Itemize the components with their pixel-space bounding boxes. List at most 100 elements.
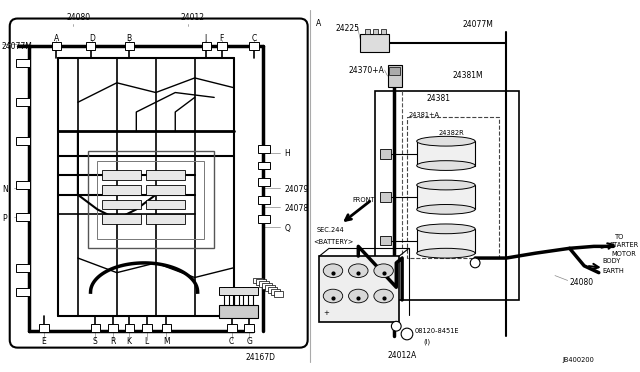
Text: S: S (93, 337, 97, 346)
Bar (417, 229, 475, 253)
Bar (258, 145, 269, 153)
Ellipse shape (417, 180, 475, 190)
Bar (407, 117, 499, 258)
Bar (15, 60, 30, 67)
Text: M: M (164, 337, 170, 346)
Bar (262, 283, 271, 289)
Text: P: P (2, 214, 6, 223)
Text: 24080: 24080 (570, 278, 594, 286)
Bar (365, 29, 370, 34)
Bar (380, 149, 392, 159)
Bar (102, 170, 141, 180)
Bar (15, 288, 30, 296)
Bar (253, 278, 263, 283)
Circle shape (392, 321, 401, 331)
Bar (219, 305, 258, 318)
Text: R: R (110, 337, 115, 346)
Text: +: + (323, 311, 329, 317)
Bar (15, 98, 30, 106)
Bar (90, 324, 100, 332)
Bar (390, 67, 400, 75)
Text: 24077M: 24077M (463, 19, 493, 29)
Bar (146, 214, 185, 224)
Bar (146, 185, 185, 195)
Bar (202, 42, 211, 50)
Ellipse shape (417, 137, 475, 146)
Text: J: J (204, 34, 207, 43)
Bar (102, 214, 141, 224)
Bar (249, 42, 259, 50)
Bar (88, 151, 214, 248)
Text: JB400200: JB400200 (562, 357, 594, 363)
Ellipse shape (323, 289, 343, 303)
Bar (258, 196, 269, 203)
Text: N: N (2, 185, 8, 194)
Text: B: B (403, 330, 406, 334)
Bar (102, 185, 141, 195)
Ellipse shape (349, 264, 368, 278)
Bar (102, 200, 141, 209)
Bar (417, 141, 475, 166)
Bar (86, 42, 95, 50)
Text: H: H (284, 149, 290, 158)
Circle shape (401, 328, 413, 340)
Ellipse shape (417, 205, 475, 214)
Bar (380, 192, 392, 202)
Bar (217, 42, 227, 50)
Bar (271, 289, 280, 295)
Bar (375, 91, 519, 300)
Ellipse shape (323, 264, 343, 278)
Bar (52, 42, 61, 50)
Text: TO: TO (615, 234, 625, 240)
Text: 08120-8451E: 08120-8451E (415, 328, 460, 334)
Bar (146, 170, 185, 180)
Text: F: F (219, 34, 223, 43)
Text: D: D (90, 34, 95, 43)
Text: 24382R: 24382R (438, 129, 464, 135)
Text: C: C (251, 34, 257, 43)
Bar (108, 324, 118, 332)
Bar (125, 42, 134, 50)
Bar (39, 324, 49, 332)
Bar (15, 181, 30, 189)
Bar (256, 279, 266, 285)
Text: 24012: 24012 (180, 13, 204, 22)
Bar (258, 162, 269, 170)
Bar (259, 281, 269, 287)
Text: Q: Q (284, 224, 290, 233)
Bar (258, 215, 269, 223)
Text: 24079: 24079 (284, 185, 308, 194)
Text: 24381: 24381 (426, 94, 451, 103)
Text: EARTH: EARTH (603, 268, 625, 274)
Text: K: K (127, 337, 132, 346)
Bar (15, 137, 30, 145)
Bar (273, 291, 284, 297)
Bar (162, 324, 172, 332)
Bar (258, 178, 269, 186)
Bar (268, 287, 278, 293)
Text: G: G (246, 337, 252, 346)
Text: L: L (144, 337, 148, 346)
Text: 24225: 24225 (336, 25, 360, 33)
Bar (227, 324, 237, 332)
Text: C: C (229, 337, 234, 346)
Text: B: B (127, 34, 132, 43)
Bar (219, 287, 258, 295)
Bar (265, 285, 275, 291)
Bar (380, 235, 392, 246)
Text: 24381+A: 24381+A (409, 112, 440, 118)
Bar (15, 213, 30, 221)
Bar (125, 324, 134, 332)
Bar (360, 34, 390, 52)
Bar (15, 264, 30, 272)
Text: 24167D: 24167D (245, 353, 275, 362)
Text: STARTER: STARTER (609, 243, 639, 248)
Ellipse shape (374, 289, 394, 303)
Bar (417, 185, 475, 209)
Text: 24077M: 24077M (2, 42, 33, 51)
Text: A: A (54, 34, 59, 43)
Bar (244, 324, 254, 332)
Text: E: E (41, 337, 45, 346)
Text: MOTOR: MOTOR (611, 251, 636, 257)
FancyBboxPatch shape (10, 19, 308, 347)
